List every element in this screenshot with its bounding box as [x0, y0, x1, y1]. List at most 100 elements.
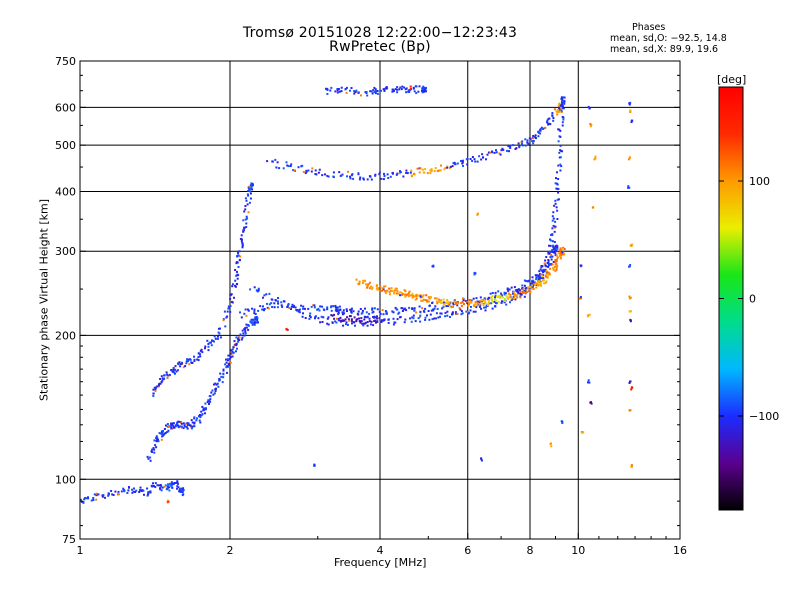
- data-point: [383, 88, 386, 91]
- data-point: [552, 251, 555, 253]
- data-point: [450, 301, 453, 304]
- data-point: [93, 493, 96, 496]
- data-point: [237, 266, 240, 268]
- data-point: [557, 140, 560, 143]
- data-point: [309, 316, 312, 319]
- data-point: [536, 274, 539, 277]
- data-point: [429, 172, 432, 175]
- data-point: [366, 321, 369, 323]
- data-point: [360, 94, 362, 97]
- data-point: [589, 125, 592, 128]
- data-point: [313, 304, 316, 307]
- data-point: [475, 297, 478, 300]
- data-point: [181, 487, 184, 490]
- data-point: [277, 300, 279, 303]
- data-point: [351, 322, 353, 325]
- data-point: [557, 104, 560, 107]
- data-point: [452, 303, 455, 306]
- data-point: [491, 150, 493, 153]
- data-point: [344, 318, 347, 321]
- data-point: [628, 186, 631, 189]
- data-point: [154, 388, 157, 391]
- data-point: [559, 248, 562, 251]
- data-point: [550, 445, 553, 448]
- data-point: [466, 163, 469, 166]
- data-point: [371, 288, 374, 291]
- data-point: [540, 269, 543, 272]
- data-point: [251, 184, 254, 187]
- data-point: [510, 297, 513, 300]
- data-point: [503, 298, 506, 301]
- data-point: [187, 422, 190, 425]
- data-point: [554, 254, 557, 257]
- data-point: [421, 295, 424, 298]
- data-point: [332, 171, 335, 174]
- data-point: [138, 491, 141, 493]
- data-point: [417, 317, 420, 320]
- data-point: [537, 276, 540, 279]
- data-point: [153, 448, 156, 451]
- data-point: [310, 305, 313, 308]
- data-point: [199, 421, 202, 424]
- data-point: [243, 210, 246, 213]
- data-point: [473, 304, 476, 307]
- data-point: [243, 334, 246, 337]
- data-point: [286, 305, 289, 308]
- data-point: [209, 400, 212, 403]
- data-point: [394, 88, 397, 91]
- data-point: [355, 89, 358, 92]
- data-point: [384, 290, 387, 293]
- data-point: [590, 402, 593, 405]
- data-point: [528, 137, 531, 140]
- data-point: [374, 316, 377, 319]
- data-point: [517, 142, 520, 145]
- data-point: [424, 168, 427, 171]
- data-point: [401, 310, 404, 312]
- data-point: [149, 456, 152, 459]
- data-point: [562, 247, 564, 250]
- data-point: [244, 205, 247, 207]
- data-point: [193, 360, 196, 362]
- data-point: [554, 270, 557, 273]
- data-point: [292, 169, 295, 172]
- data-point: [579, 296, 582, 299]
- data-point: [163, 428, 166, 430]
- data-point: [434, 297, 437, 300]
- data-point: [361, 309, 364, 312]
- data-point: [413, 173, 416, 176]
- data-point: [214, 390, 217, 392]
- data-point: [178, 361, 181, 364]
- data-point: [548, 117, 551, 120]
- data-point: [478, 155, 481, 158]
- data-point: [225, 358, 227, 361]
- data-point: [373, 91, 376, 93]
- data-point: [559, 252, 562, 254]
- data-point: [546, 262, 549, 264]
- data-point: [444, 311, 447, 314]
- data-point: [371, 307, 374, 310]
- data-point: [538, 283, 541, 286]
- data-point: [404, 318, 407, 321]
- data-point: [156, 484, 159, 487]
- data-point: [404, 88, 407, 91]
- data-point: [630, 386, 633, 389]
- data-point: [425, 90, 427, 93]
- data-point: [558, 102, 561, 105]
- data-point: [219, 336, 222, 339]
- data-point: [199, 353, 201, 356]
- data-point: [214, 382, 217, 385]
- data-point: [186, 422, 189, 425]
- data-point: [227, 307, 230, 310]
- data-point: [399, 171, 402, 174]
- data-point: [166, 501, 169, 504]
- data-point: [481, 299, 484, 302]
- data-point: [529, 285, 532, 288]
- x-tick-label: 1: [77, 544, 84, 557]
- data-point: [350, 310, 353, 313]
- data-point: [465, 310, 468, 313]
- data-point: [561, 420, 564, 423]
- data-point: [384, 292, 387, 295]
- data-point: [153, 386, 156, 389]
- data-point: [271, 160, 274, 163]
- data-point: [509, 293, 512, 296]
